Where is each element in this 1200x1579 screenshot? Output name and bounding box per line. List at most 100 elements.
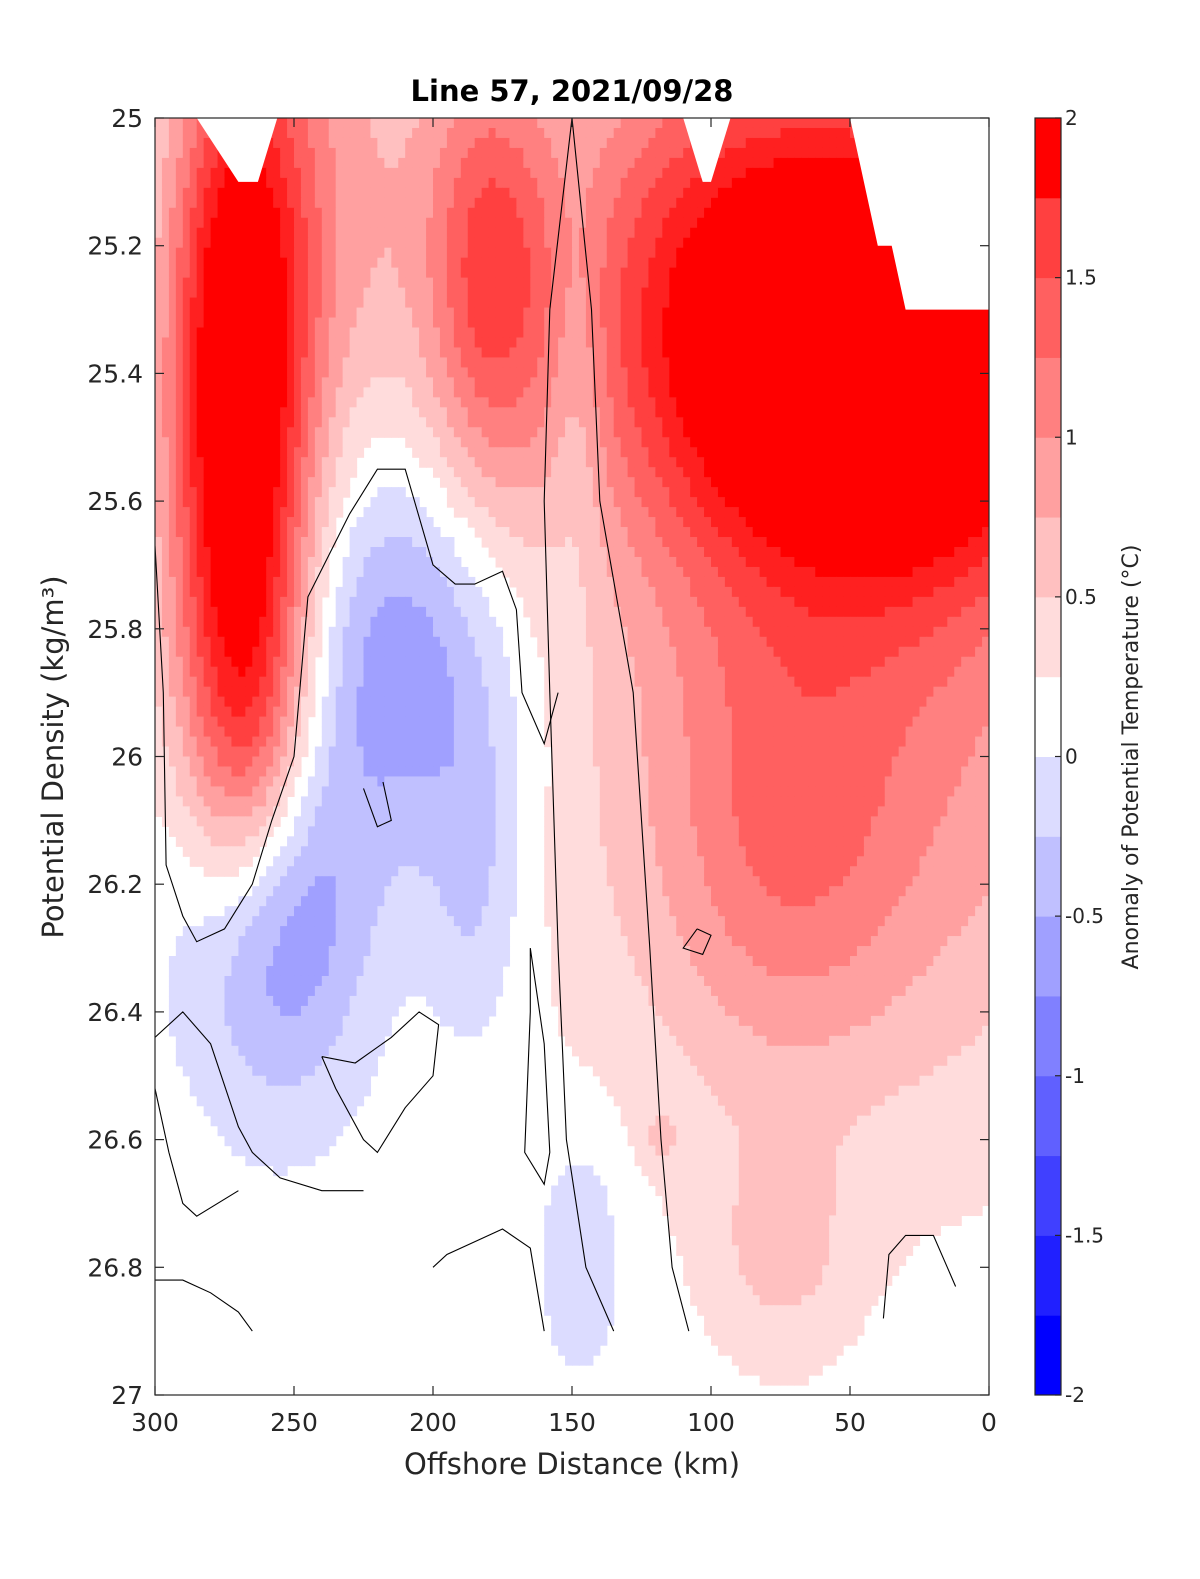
contour-cell bbox=[419, 337, 427, 349]
contour-cell bbox=[210, 437, 219, 448]
contour-cell bbox=[690, 287, 698, 299]
contour-cell bbox=[398, 317, 406, 329]
contour-cell bbox=[474, 127, 483, 139]
contour-cell bbox=[592, 387, 601, 398]
contour-cell bbox=[731, 357, 740, 369]
contour-cell bbox=[752, 197, 761, 209]
contour-cell bbox=[287, 197, 295, 209]
contour-cell bbox=[314, 217, 323, 229]
contour-cell bbox=[342, 417, 351, 428]
contour-cell bbox=[321, 347, 330, 359]
contour-cell bbox=[731, 187, 740, 199]
contour-cell bbox=[745, 527, 754, 538]
contour-cell bbox=[321, 247, 330, 259]
contour-cell bbox=[801, 327, 809, 339]
contour-cell bbox=[168, 237, 177, 249]
contour-cell bbox=[884, 527, 893, 538]
contour-cell bbox=[961, 487, 969, 498]
contour-cell bbox=[572, 287, 580, 299]
contour-cell bbox=[530, 337, 538, 349]
contour-cell bbox=[870, 367, 879, 378]
contour-cell bbox=[599, 347, 608, 359]
contour-cell bbox=[161, 497, 170, 508]
contour-cell bbox=[467, 377, 476, 388]
contour-cell bbox=[766, 467, 775, 478]
contour-cell bbox=[683, 397, 691, 408]
contour-cell bbox=[439, 217, 448, 229]
contour-cell bbox=[592, 197, 601, 209]
contour-cell bbox=[294, 237, 302, 249]
contour-cell bbox=[711, 347, 719, 359]
contour-cell bbox=[565, 357, 573, 369]
contour-cell bbox=[516, 427, 524, 438]
contour-cell bbox=[481, 307, 490, 319]
contour-cell bbox=[836, 247, 844, 259]
contour-cell bbox=[210, 217, 219, 229]
contour-cell bbox=[474, 147, 483, 159]
contour-cell bbox=[377, 337, 385, 349]
contour-cell bbox=[196, 527, 205, 538]
contour-cell bbox=[307, 317, 316, 329]
contour-cell bbox=[363, 307, 372, 319]
contour-cell bbox=[321, 237, 330, 249]
contour-cell bbox=[655, 147, 663, 159]
contour-cell bbox=[558, 137, 566, 149]
contour-cell bbox=[342, 187, 351, 199]
contour-cell bbox=[537, 347, 545, 359]
contour-cell bbox=[537, 407, 545, 418]
contour-cell bbox=[294, 137, 302, 149]
contour-cell bbox=[426, 217, 434, 229]
contour-cell bbox=[321, 377, 330, 388]
contour-cell bbox=[433, 167, 441, 179]
contour-cell bbox=[439, 477, 448, 488]
contour-cell bbox=[634, 397, 643, 408]
contour-cell bbox=[516, 147, 524, 159]
contour-cell bbox=[523, 337, 531, 349]
contour-cell bbox=[412, 437, 420, 448]
contour-cell bbox=[655, 507, 663, 518]
contour-cell bbox=[773, 227, 782, 239]
contour-cell bbox=[294, 247, 302, 259]
contour-cell bbox=[863, 377, 872, 388]
contour-cell bbox=[349, 357, 358, 369]
contour-cell bbox=[460, 237, 469, 249]
contour-cell bbox=[189, 477, 198, 488]
contour-cell bbox=[613, 347, 622, 359]
contour-cell bbox=[940, 377, 948, 388]
contour-cell bbox=[189, 137, 198, 149]
contour-cell bbox=[884, 427, 893, 438]
contour-cell bbox=[856, 457, 865, 468]
contour-cell bbox=[287, 487, 295, 498]
contour-cell bbox=[405, 317, 413, 329]
contour-cell bbox=[961, 407, 969, 418]
contour-cell bbox=[822, 527, 830, 538]
contour-cell bbox=[328, 427, 337, 438]
contour-cell bbox=[266, 427, 274, 438]
contour-cell bbox=[662, 437, 670, 448]
contour-cell bbox=[801, 317, 809, 329]
contour-cell bbox=[287, 227, 295, 239]
contour-cell bbox=[405, 357, 413, 369]
contour-cell bbox=[648, 227, 656, 239]
contour-cell bbox=[280, 337, 288, 349]
contour-cell bbox=[982, 407, 989, 418]
contour-cell bbox=[168, 317, 177, 329]
contour-cell bbox=[947, 497, 955, 508]
contour-cell bbox=[669, 427, 677, 438]
contour-cell bbox=[780, 477, 789, 488]
contour-cell bbox=[940, 507, 948, 518]
contour-cell bbox=[759, 177, 768, 189]
contour-cell bbox=[349, 157, 358, 169]
contour-cell bbox=[558, 357, 566, 369]
contour-cell bbox=[509, 427, 517, 438]
contour-cell bbox=[717, 277, 726, 289]
contour-cell bbox=[307, 477, 316, 488]
contour-cell bbox=[870, 297, 879, 309]
contour-cell bbox=[356, 137, 365, 149]
contour-cell bbox=[446, 137, 455, 149]
contour-cell bbox=[592, 247, 601, 259]
contour-cell bbox=[537, 317, 545, 329]
contour-cell bbox=[717, 167, 726, 179]
contour-cell bbox=[975, 517, 983, 528]
contour-cell bbox=[474, 227, 483, 239]
